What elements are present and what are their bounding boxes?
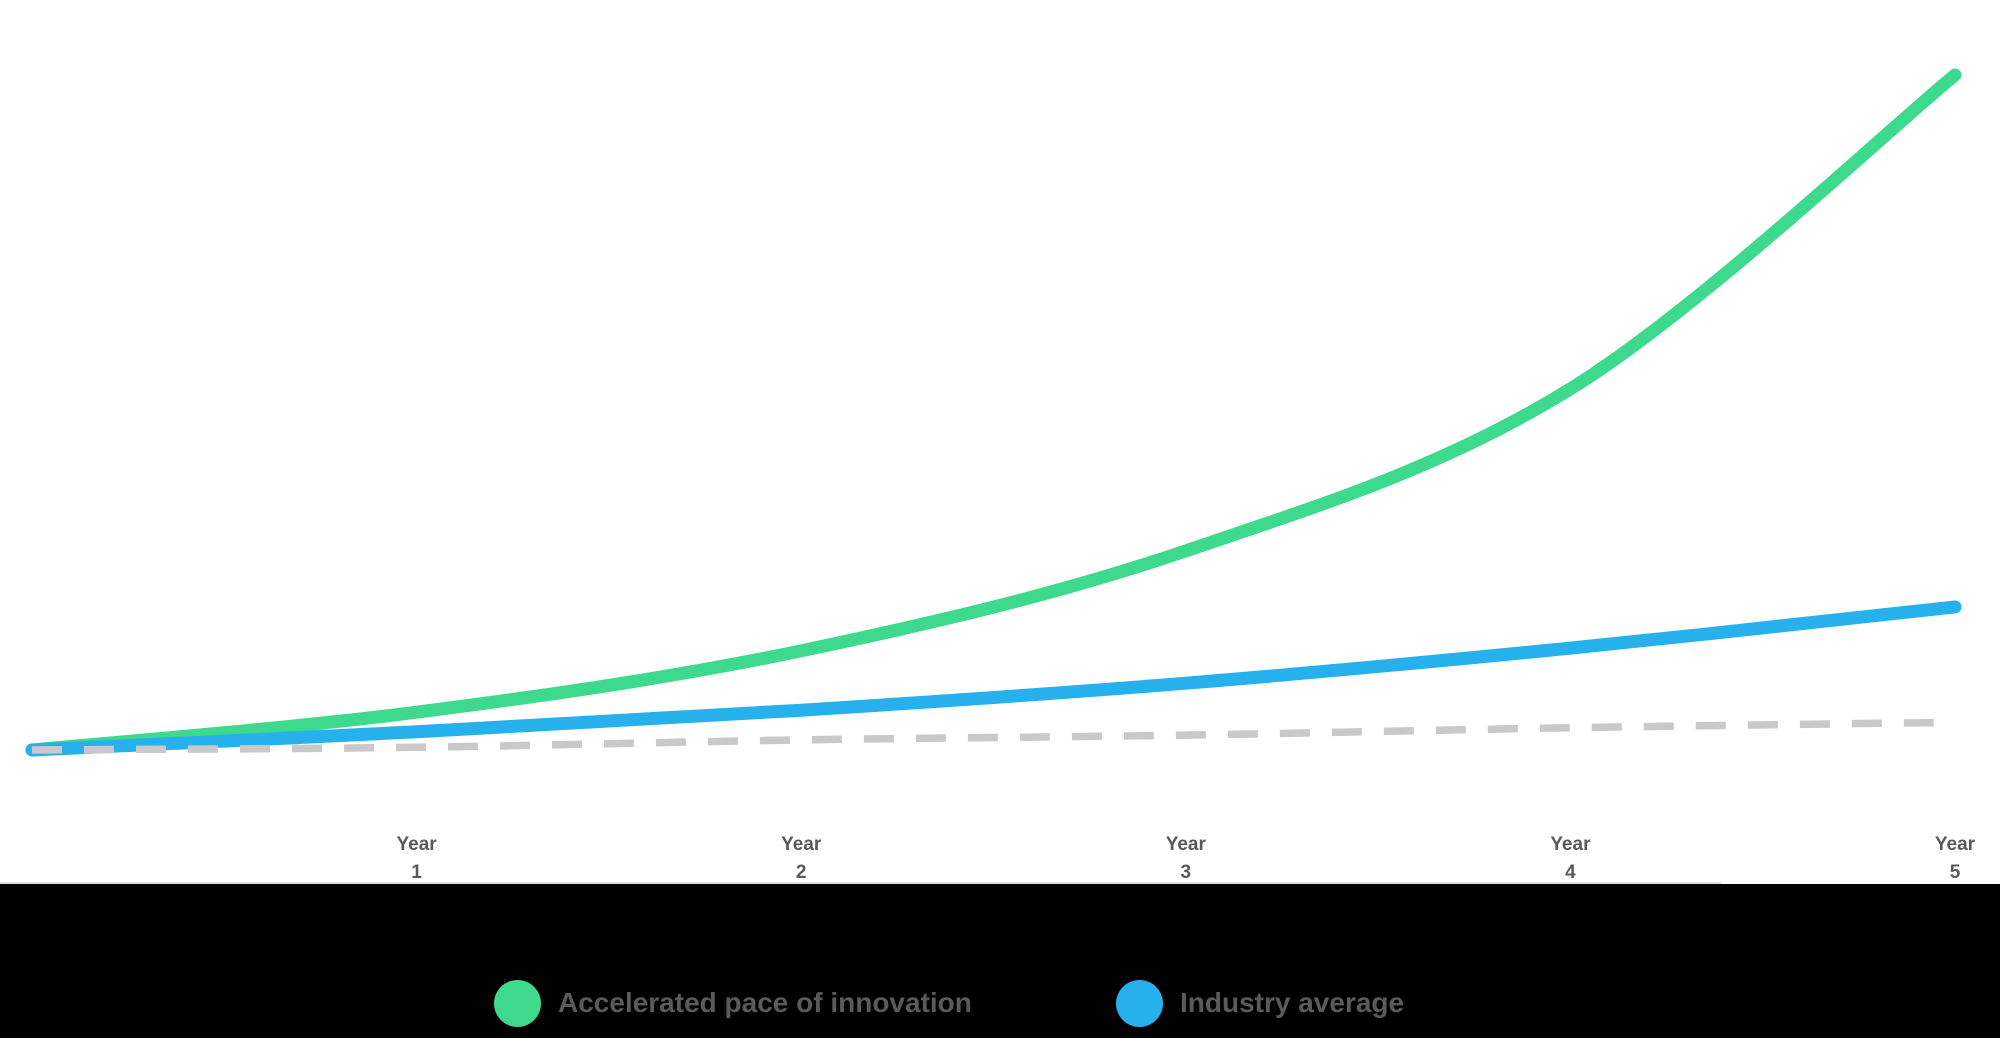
- chart-footer: [0, 884, 2000, 1038]
- chart-area: Year 1 Year 2 Year 3 Year 4 Year 5: [0, 68, 1976, 884]
- legend-swatch-blue-circle-icon: [1116, 979, 1163, 1027]
- x-axis-ticks: Year 1 Year 2 Year 3 Year 4 Year 5: [396, 834, 1976, 883]
- legend-label: Industry average: [1180, 987, 1405, 1018]
- series-line-1: [25, 600, 1962, 757]
- x-tick-label-year-5: Year 5: [1934, 834, 1976, 883]
- x-tick-label-year-4: Year 4: [1550, 834, 1591, 883]
- x-tick-label-year-1: Year 1: [396, 834, 437, 883]
- legend-item-industry-average[interactable]: Industry average: [1116, 978, 1404, 1028]
- legend-swatch-green-circle-icon: [494, 979, 541, 1027]
- series-line-baseline: [31, 718, 1956, 754]
- legend-label: Accelerated pace of innovation: [558, 987, 972, 1018]
- x-tick-label-year-2: Year 2: [781, 834, 822, 883]
- series-lines: [25, 68, 1962, 757]
- series-line-0: [25, 68, 1962, 757]
- x-axis-line: [0, 882, 1721, 884]
- legend-item-accelerated-pace[interactable]: Accelerated pace of innovation: [494, 978, 972, 1028]
- chart-canvas: [25, 68, 1962, 757]
- x-tick-label-year-3: Year 3: [1165, 834, 1206, 883]
